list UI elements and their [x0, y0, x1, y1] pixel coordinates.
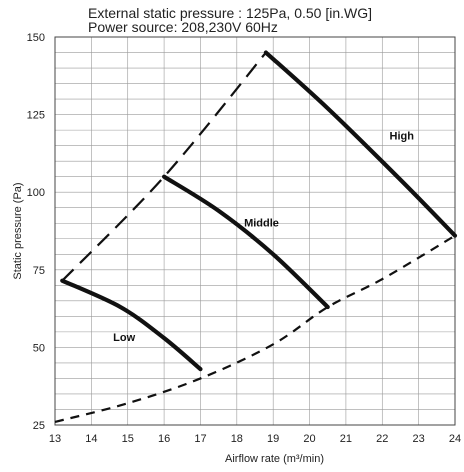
series-long-dash-line: [61, 51, 267, 282]
x-tick-label: 13: [49, 433, 61, 445]
series-low-line: [60, 278, 203, 372]
x-tick-label: 17: [194, 433, 206, 445]
annotation-high: High: [390, 130, 415, 142]
header-line-2: Power source: 208,230V 60Hz: [88, 19, 278, 35]
x-tick-label: 18: [231, 433, 243, 445]
series-short-dash-line: [54, 234, 456, 423]
x-tick-label: 14: [85, 433, 97, 445]
x-tick-label: 21: [340, 433, 352, 445]
y-tick-label: 100: [27, 187, 45, 199]
y-tick-label: 75: [33, 265, 45, 277]
y-tick-label: 150: [27, 32, 45, 44]
x-tick-label: 22: [376, 433, 388, 445]
series-middle-line: [161, 174, 330, 310]
x-tick-label: 19: [267, 433, 279, 445]
plot-frame: [54, 36, 456, 426]
y-tick-label: 125: [27, 110, 45, 122]
header-line-1: External static pressure : 125Pa, 0.50 […: [88, 5, 373, 21]
x-tick-label: 16: [158, 433, 170, 445]
x-tick-label: 15: [122, 433, 134, 445]
series-high-line: [263, 50, 458, 238]
y-tick-label: 25: [33, 420, 45, 432]
annotation-middle: Middle: [244, 217, 279, 229]
y-axis-label: Static pressure (Pa): [12, 182, 24, 280]
y-tick-label: 50: [33, 342, 45, 354]
annotation-low: Low: [113, 332, 135, 344]
x-tick-label: 24: [449, 433, 461, 445]
x-tick-label: 20: [303, 433, 315, 445]
x-tick-label: 23: [413, 433, 425, 445]
